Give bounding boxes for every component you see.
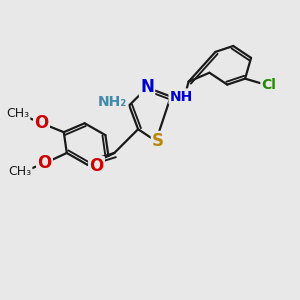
Text: O: O [89, 157, 103, 175]
Text: N: N [140, 78, 154, 96]
Text: CH₃: CH₃ [8, 165, 32, 178]
Text: NH₂: NH₂ [98, 95, 128, 110]
Text: NH: NH [169, 89, 193, 103]
Text: CH₃: CH₃ [6, 107, 29, 120]
Text: O: O [34, 114, 49, 132]
Text: S: S [152, 132, 164, 150]
Text: O: O [38, 154, 52, 172]
Text: Cl: Cl [262, 78, 276, 92]
